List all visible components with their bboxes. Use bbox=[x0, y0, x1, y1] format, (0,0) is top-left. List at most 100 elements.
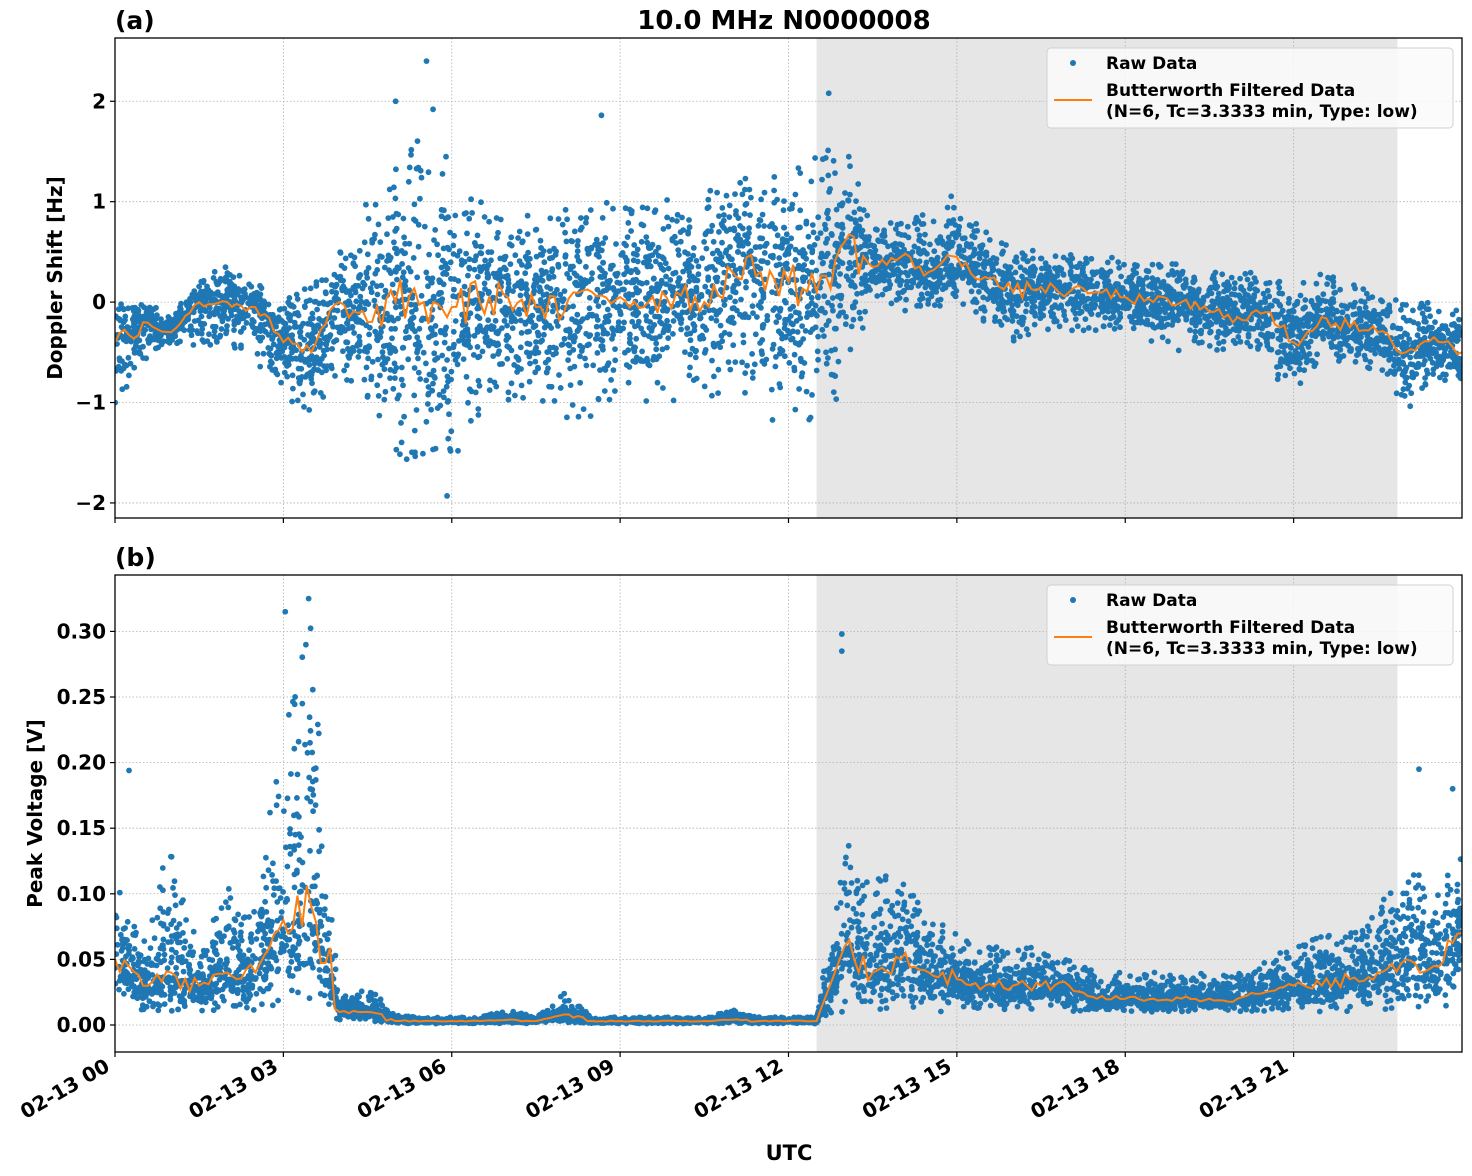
raw-data-point bbox=[1211, 276, 1217, 282]
raw-data-point bbox=[396, 392, 402, 398]
raw-data-point bbox=[148, 310, 154, 316]
raw-data-point bbox=[292, 320, 298, 326]
raw-data-point bbox=[1012, 295, 1018, 301]
raw-data-point bbox=[393, 196, 399, 202]
raw-data-point bbox=[891, 246, 897, 252]
raw-data-point bbox=[846, 266, 852, 272]
raw-data-point bbox=[278, 380, 284, 386]
raw-data-point bbox=[761, 295, 767, 301]
raw-data-point bbox=[706, 204, 712, 210]
raw-data-point bbox=[1160, 334, 1166, 340]
raw-data-point bbox=[762, 190, 768, 196]
raw-data-point bbox=[417, 196, 423, 202]
raw-data-point bbox=[584, 363, 590, 369]
raw-data-point bbox=[656, 245, 662, 251]
raw-data-point bbox=[393, 166, 399, 172]
raw-data-point bbox=[716, 213, 722, 219]
raw-data-point bbox=[290, 372, 296, 378]
raw-data-point bbox=[384, 231, 390, 237]
raw-data-point bbox=[882, 273, 888, 279]
raw-data-point bbox=[485, 317, 491, 323]
raw-data-point bbox=[1295, 299, 1301, 305]
raw-data-point bbox=[1237, 276, 1243, 282]
raw-data-point bbox=[770, 307, 776, 313]
raw-data-point bbox=[375, 258, 381, 264]
raw-data-point bbox=[719, 205, 725, 211]
raw-data-point bbox=[814, 368, 820, 374]
raw-data-point bbox=[373, 202, 379, 208]
raw-data-point bbox=[858, 244, 864, 250]
raw-data-point bbox=[282, 306, 288, 312]
raw-data-point bbox=[749, 351, 755, 357]
raw-data-point bbox=[999, 240, 1005, 246]
raw-data-point bbox=[957, 244, 963, 250]
raw-data-point bbox=[375, 292, 381, 298]
raw-data-point bbox=[1235, 319, 1241, 325]
raw-data-point bbox=[412, 449, 418, 455]
raw-data-point bbox=[119, 386, 125, 392]
raw-data-point bbox=[1045, 326, 1051, 332]
raw-data-point bbox=[393, 447, 399, 453]
raw-data-point bbox=[303, 357, 309, 363]
raw-data-point bbox=[813, 303, 819, 309]
raw-data-point bbox=[953, 294, 959, 300]
raw-data-point bbox=[639, 349, 645, 355]
raw-data-point bbox=[580, 316, 586, 322]
raw-data-point bbox=[689, 292, 695, 298]
raw-data-point bbox=[759, 348, 765, 354]
raw-data-point bbox=[614, 273, 620, 279]
raw-data-point bbox=[947, 265, 953, 271]
raw-data-point bbox=[653, 346, 659, 352]
raw-data-point bbox=[451, 287, 457, 293]
raw-data-point bbox=[809, 392, 815, 398]
raw-data-point bbox=[378, 329, 384, 335]
raw-data-point bbox=[956, 224, 962, 230]
raw-data-point bbox=[391, 239, 397, 245]
raw-data-point bbox=[855, 181, 861, 187]
raw-data-point bbox=[1118, 274, 1124, 280]
raw-data-point bbox=[246, 281, 252, 287]
raw-data-point bbox=[948, 193, 954, 199]
raw-data-point bbox=[547, 248, 553, 254]
raw-data-point bbox=[152, 331, 158, 337]
raw-data-point bbox=[401, 269, 407, 275]
raw-data-point bbox=[853, 220, 859, 226]
raw-data-point bbox=[674, 218, 680, 224]
raw-data-point bbox=[232, 345, 238, 351]
raw-data-point bbox=[231, 327, 237, 333]
raw-data-point bbox=[830, 295, 836, 301]
raw-data-point bbox=[1069, 327, 1075, 333]
raw-data-point bbox=[632, 345, 638, 351]
raw-data-point bbox=[705, 277, 711, 283]
raw-data-point bbox=[375, 357, 381, 363]
raw-data-point bbox=[463, 251, 469, 257]
raw-data-point bbox=[660, 346, 666, 352]
raw-data-point bbox=[664, 318, 670, 324]
raw-data-point bbox=[518, 293, 524, 299]
raw-data-point bbox=[509, 313, 515, 319]
raw-data-point bbox=[864, 213, 870, 219]
raw-data-point bbox=[443, 216, 449, 222]
raw-data-point bbox=[871, 244, 877, 250]
raw-data-point bbox=[297, 381, 303, 387]
raw-data-point bbox=[655, 380, 661, 386]
raw-data-point bbox=[1213, 270, 1219, 276]
raw-data-point bbox=[807, 244, 813, 250]
raw-data-point bbox=[1122, 305, 1128, 311]
raw-data-point bbox=[423, 270, 429, 276]
raw-data-point bbox=[416, 222, 422, 228]
raw-data-point bbox=[788, 313, 794, 319]
raw-data-point bbox=[416, 244, 422, 250]
raw-data-point bbox=[556, 372, 562, 378]
raw-data-point bbox=[510, 325, 516, 331]
raw-data-point bbox=[310, 315, 316, 321]
raw-data-point bbox=[443, 263, 449, 269]
raw-data-point bbox=[415, 138, 421, 144]
raw-data-point bbox=[477, 383, 483, 389]
raw-data-point bbox=[719, 333, 725, 339]
raw-data-point bbox=[348, 378, 354, 384]
raw-data-point bbox=[415, 356, 421, 362]
raw-data-point bbox=[917, 297, 923, 303]
raw-data-point bbox=[983, 250, 989, 256]
raw-data-point bbox=[598, 336, 604, 342]
